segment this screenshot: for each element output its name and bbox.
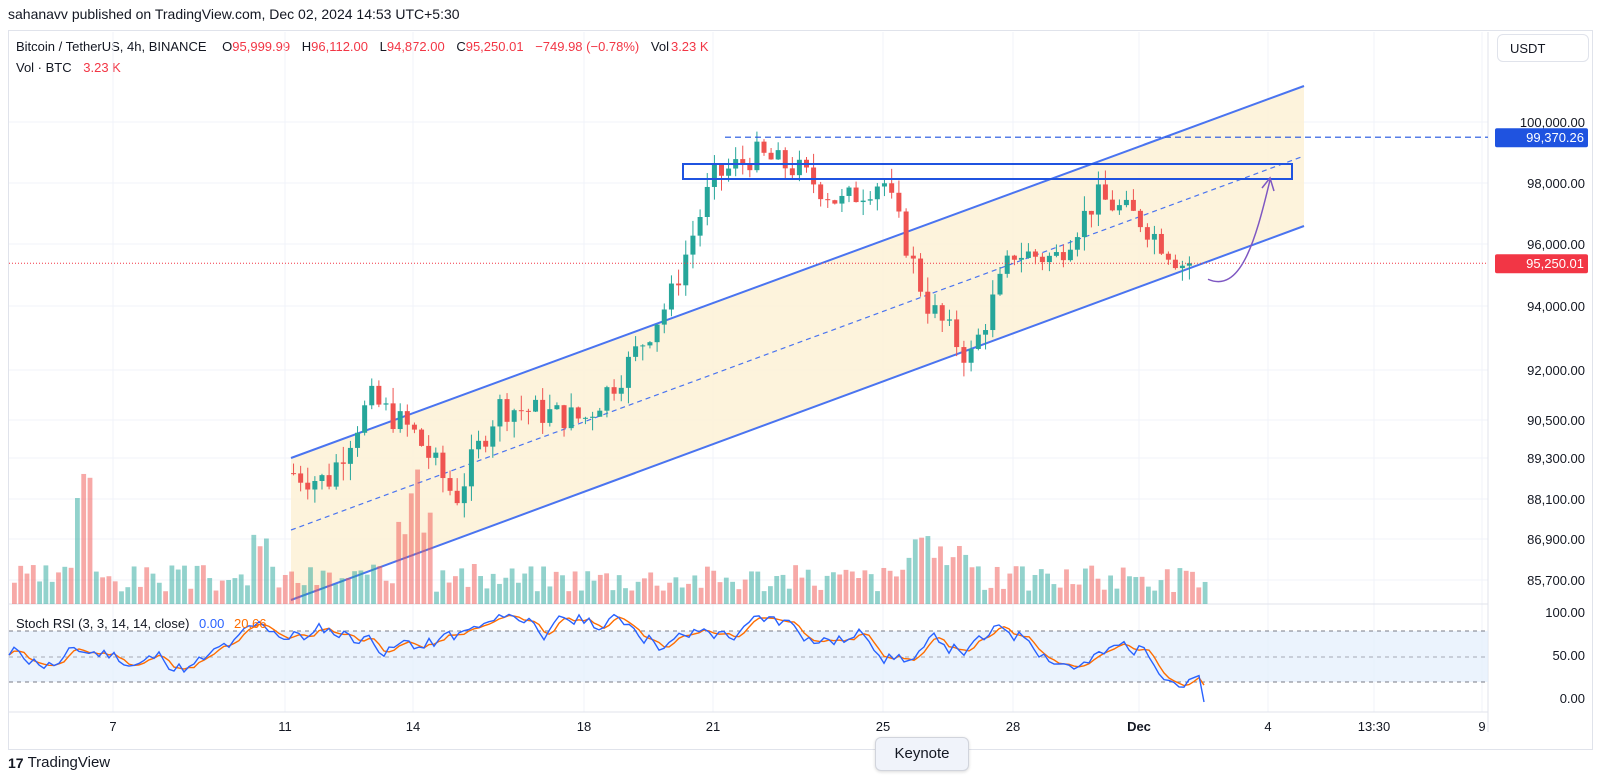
tradingview-brand[interactable]: 17 TradingView xyxy=(8,754,110,771)
symbol-legend: Bitcoin / TetherUS, 4h, BINANCE O95,999.… xyxy=(16,39,713,54)
rsi-legend: Stoch RSI (3, 3, 14, 14, close) 0.00 20.… xyxy=(16,616,267,631)
rsi-d-value: 20.66 xyxy=(233,616,267,631)
brand-name: TradingView xyxy=(27,754,111,771)
vol-value: 3.23 K xyxy=(670,39,709,54)
high-value: 96,112.00 xyxy=(311,39,368,54)
low-value: 94,872.00 xyxy=(386,39,445,54)
keynote-button[interactable]: Keynote xyxy=(875,737,969,771)
volume-legend: Vol · BTC 3.23 K xyxy=(16,60,125,75)
close-value: 95,250.01 xyxy=(465,39,524,54)
vol-btc-value: 3.23 K xyxy=(83,60,121,75)
rsi-k-value: 0.00 xyxy=(199,616,225,631)
low-label: L xyxy=(379,39,387,54)
currency-button[interactable]: USDT xyxy=(1497,34,1589,62)
chart-frame xyxy=(8,30,1593,750)
change-value: −749.98 (−0.78%) xyxy=(535,39,640,54)
vol-label: Vol xyxy=(650,39,669,54)
rsi-label: Stoch RSI (3, 3, 14, 14, close) xyxy=(16,616,190,631)
vol-btc-label: Vol · BTC xyxy=(16,60,72,75)
close-label: C xyxy=(456,39,466,54)
tradingview-logo-icon: 17 xyxy=(8,754,24,771)
open-value: 95,999.99 xyxy=(232,39,291,54)
open-label: O xyxy=(222,39,233,54)
symbol-name[interactable]: Bitcoin / TetherUS, 4h, BINANCE xyxy=(16,39,207,54)
high-label: H xyxy=(301,39,312,54)
publisher-caption: sahanavv published on TradingView.com, D… xyxy=(8,6,460,22)
